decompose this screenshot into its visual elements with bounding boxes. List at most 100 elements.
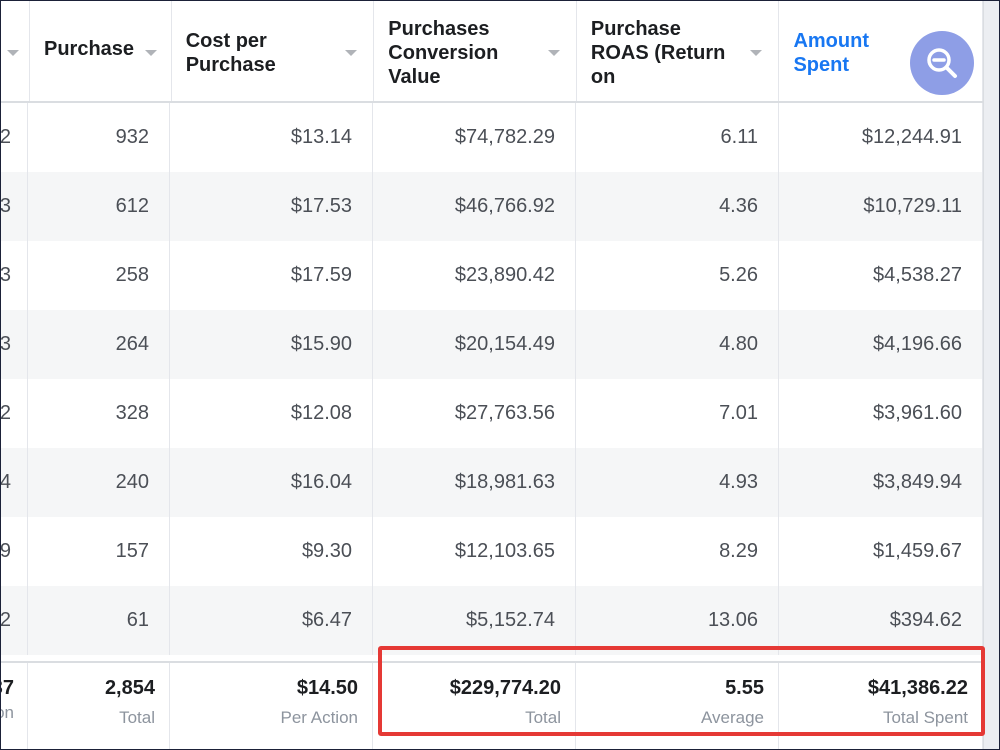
- summary-value: 2,854: [104, 677, 155, 699]
- cell-value: 932: [115, 126, 149, 148]
- sort-caret-icon[interactable]: [750, 50, 763, 56]
- cell-value: 5.26: [719, 264, 758, 286]
- summary-value: $229,774.20: [449, 677, 561, 699]
- cell-value: 2: [0, 402, 11, 424]
- roas-cell: 4.80: [576, 310, 779, 379]
- column-header-purchase[interactable]: Purchase: [30, 1, 172, 101]
- table-row[interactable]: 3 264 $15.90 $20,154.49 4.80 $4,196.66: [1, 310, 983, 379]
- cell-value: $12.08: [290, 402, 352, 424]
- table-row[interactable]: 2 932 $13.14 $74,782.29 6.11 $12,244.91: [1, 103, 983, 172]
- cell-value: $3,961.60: [873, 402, 962, 424]
- conversion-value-cell: $12,103.65: [373, 517, 576, 586]
- conversion-value-cell: $20,154.49: [373, 310, 576, 379]
- cell-value: 3: [0, 333, 11, 355]
- column-header-label: Purchase ROAS (Return on: [590, 18, 726, 88]
- purchase-cell: 932: [28, 103, 170, 172]
- cell-value: $10,729.11: [863, 195, 962, 217]
- zoom-out-icon: [927, 48, 957, 78]
- cell-value: 240: [115, 471, 149, 493]
- column-header-amount-spent[interactable]: Amount Spent: [779, 1, 984, 101]
- cell-value: $13.14: [290, 126, 352, 148]
- summary-value: 5.55: [725, 677, 764, 699]
- truncated-cell: 3: [1, 310, 28, 379]
- cell-value: $4,538.27: [873, 264, 962, 286]
- cell-value: 612: [115, 195, 149, 217]
- cell-value: $17.59: [290, 264, 352, 286]
- conversion-value-cell: $74,782.29: [373, 103, 576, 172]
- amount-spent-summary-cell: $41,386.22 Total Spent: [779, 663, 983, 749]
- purchase-cell: 61: [28, 586, 170, 655]
- truncated-cell: 3: [1, 241, 28, 310]
- cell-value: 157: [115, 540, 149, 562]
- cell-value: $6.47: [301, 609, 352, 631]
- cell-value: $12,244.91: [861, 126, 962, 148]
- cell-value: $9.30: [301, 540, 352, 562]
- table-row[interactable]: 2 61 $6.47 $5,152.74 13.06 $394.62: [1, 586, 983, 655]
- cost-per-purchase-cell: $12.08: [170, 379, 373, 448]
- purchase-cell: 328: [28, 379, 170, 448]
- cell-value: $5,152.74: [466, 609, 555, 631]
- cell-value: 3: [0, 264, 11, 286]
- table-row[interactable]: 2 328 $12.08 $27,763.56 7.01 $3,961.60: [1, 379, 983, 448]
- cell-value: $4,196.66: [873, 333, 962, 355]
- cost-per-purchase-cell: $17.53: [170, 172, 373, 241]
- conversion-value-cell: $46,766.92: [373, 172, 576, 241]
- cell-value: 264: [115, 333, 149, 355]
- amount-spent-cell: $1,459.67: [779, 517, 983, 586]
- cell-value: $394.62: [889, 609, 962, 631]
- column-header-purchase-roas[interactable]: Purchase ROAS (Return on: [577, 1, 780, 101]
- roas-cell: 5.26: [576, 241, 779, 310]
- roas-cell: 8.29: [576, 517, 779, 586]
- amount-spent-cell: $394.62: [779, 586, 983, 655]
- purchase-cell: 258: [28, 241, 170, 310]
- cell-value: 3: [0, 195, 11, 217]
- summary-label: Per Action: [280, 708, 359, 727]
- summary-label: Total Spent: [882, 708, 968, 727]
- sort-caret-icon[interactable]: [144, 50, 157, 56]
- column-header-label: Purchase: [44, 38, 135, 60]
- conversion-value-cell: $5,152.74: [373, 586, 576, 655]
- roas-cell: 7.01: [576, 379, 779, 448]
- table-row[interactable]: 9 157 $9.30 $12,103.65 8.29 $1,459.67: [1, 517, 983, 586]
- highlight-annotation: [378, 646, 985, 736]
- column-header-label: Purchases Conversion Value: [388, 18, 499, 88]
- cost-per-purchase-cell: $17.59: [170, 241, 373, 310]
- cell-value: 4: [0, 471, 11, 493]
- cell-value: 61: [126, 609, 149, 631]
- sort-caret-icon[interactable]: [547, 50, 560, 56]
- summary-value: $14.50: [296, 677, 358, 699]
- cell-value: $46,766.92: [454, 195, 555, 217]
- column-header-label: Amount Spent: [793, 30, 869, 76]
- table-row[interactable]: 4 240 $16.04 $18,981.63 4.93 $3,849.94: [1, 448, 983, 517]
- table-row[interactable]: 3 258 $17.59 $23,890.42 5.26 $4,538.27: [1, 241, 983, 310]
- column-header-purchases-conversion-value[interactable]: Purchases Conversion Value: [374, 1, 577, 101]
- roas-summary-cell: 5.55 Average: [576, 663, 779, 749]
- sort-caret-icon[interactable]: [7, 50, 19, 56]
- zoom-out-button[interactable]: [910, 31, 974, 95]
- purchase-cell: 264: [28, 310, 170, 379]
- amount-spent-cell: $4,196.66: [779, 310, 983, 379]
- cell-value: $18,981.63: [454, 471, 555, 493]
- amount-spent-cell: $12,244.91: [779, 103, 983, 172]
- truncated-cell: 9: [1, 517, 28, 586]
- conversion-value-cell: $27,763.56: [373, 379, 576, 448]
- table-row[interactable]: 3 612 $17.53 $46,766.92 4.36 $10,729.11: [1, 172, 983, 241]
- column-header-cost-per-purchase[interactable]: Cost per Purchase: [172, 1, 375, 101]
- cell-value: 6.11: [720, 126, 758, 148]
- vertical-scrollbar[interactable]: [983, 1, 999, 749]
- column-header-label: Cost per Purchase: [185, 30, 276, 76]
- cell-value: $27,763.56: [454, 402, 555, 424]
- cell-value: 4.36: [719, 195, 758, 217]
- purchase-summary-cell: 2,854 Total: [28, 663, 170, 749]
- cost-summary-cell: $14.50 Per Action: [170, 663, 373, 749]
- amount-spent-cell: $10,729.11: [779, 172, 983, 241]
- summary-label: on: [1, 703, 14, 722]
- column-header-truncated[interactable]: [1, 1, 30, 101]
- table-header: Purchase Cost per Purchase Purchases Con…: [1, 1, 984, 103]
- purchase-cell: 240: [28, 448, 170, 517]
- cell-value: 4.93: [719, 471, 758, 493]
- roas-cell: 13.06: [576, 586, 779, 655]
- sort-caret-icon[interactable]: [345, 50, 358, 56]
